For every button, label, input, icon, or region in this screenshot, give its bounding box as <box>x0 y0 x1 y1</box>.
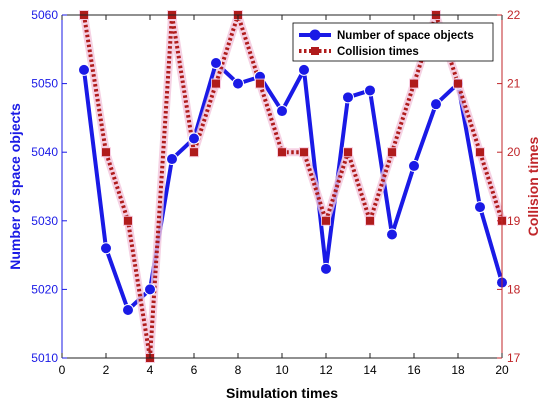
right-y-tick-label: 22 <box>507 8 521 22</box>
left-y-tick-label: 5030 <box>31 214 58 228</box>
data-point-number-of-space-objects <box>100 242 112 255</box>
data-point-number-of-space-objects <box>320 262 332 275</box>
right-y-tick-label: 18 <box>507 282 521 296</box>
x-tick-label: 4 <box>147 363 154 377</box>
x-tick-label: 10 <box>275 363 289 377</box>
data-point-number-of-space-objects <box>298 63 310 76</box>
legend-label-number-of-space-objects: Number of space objects <box>337 30 474 42</box>
x-tick-label: 8 <box>235 363 242 377</box>
data-point-number-of-space-objects <box>144 283 156 296</box>
data-point-collision-times <box>388 148 396 157</box>
data-point-collision-times <box>278 148 286 157</box>
left-y-tick-label: 5020 <box>31 282 58 296</box>
data-point-number-of-space-objects <box>210 57 222 70</box>
data-point-number-of-space-objects <box>232 77 244 90</box>
axes: 0 2 4 6 8 10 12 14 16 18 20 5010 5020 5030 5040 5050 506… <box>31 8 520 377</box>
x-tick-label: 6 <box>191 363 198 377</box>
series-halo-collision-times <box>80 11 506 362</box>
data-point-collision-times <box>300 148 308 157</box>
legend-box <box>292 22 494 62</box>
data-point-number-of-space-objects <box>188 132 200 145</box>
left-y-tick-label: 5050 <box>31 77 58 91</box>
data-point-number-of-space-objects <box>474 201 486 214</box>
data-point-collision-times <box>476 148 484 157</box>
data-point-collision-times <box>256 79 264 88</box>
data-point-collision-times <box>190 148 198 157</box>
right-y-tick-label: 20 <box>507 145 521 159</box>
x-tick-label: 12 <box>319 363 333 377</box>
data-point-number-of-space-objects <box>122 303 134 316</box>
legend: Number of space objects Collision times <box>292 22 494 62</box>
data-point-collision-times <box>102 148 110 157</box>
x-tick-label: 18 <box>451 363 465 377</box>
left-y-tick-label: 5040 <box>31 145 58 159</box>
left-y-tick-label: 5010 <box>31 351 58 365</box>
x-tick-label: 20 <box>495 363 509 377</box>
data-point-collision-times <box>212 79 220 88</box>
data-point-collision-times <box>454 79 462 88</box>
plot-area <box>78 10 508 363</box>
data-point-number-of-space-objects <box>430 98 442 111</box>
series-line-collision-times <box>82 13 504 360</box>
x-axis-title: Simulation times <box>226 385 338 401</box>
data-point-collision-times <box>344 148 352 157</box>
legend-marker-collision-times <box>311 47 319 55</box>
x-tick-label: 14 <box>363 363 377 377</box>
legend-marker-number-of-space-objects <box>309 29 321 41</box>
right-y-axis-title: Collision times <box>525 137 541 237</box>
legend-label-collision-times: Collision times <box>337 46 419 58</box>
x-tick-label: 16 <box>407 363 421 377</box>
right-y-tick-label: 17 <box>507 351 521 365</box>
left-y-axis-title: Number of space objects <box>7 103 23 270</box>
data-point-number-of-space-objects <box>408 159 420 172</box>
data-point-number-of-space-objects <box>342 91 354 104</box>
left-y-tick-label: 5060 <box>31 8 58 22</box>
data-point-number-of-space-objects <box>78 63 90 76</box>
data-point-number-of-space-objects <box>166 153 178 166</box>
data-point-collision-times <box>410 79 418 88</box>
data-point-number-of-space-objects <box>276 105 288 118</box>
x-tick-label: 0 <box>59 363 66 377</box>
data-point-collision-times <box>322 216 330 225</box>
x-tick-label: 2 <box>103 363 110 377</box>
right-y-tick-label: 21 <box>507 77 521 91</box>
right-y-tick-label: 19 <box>507 214 521 228</box>
data-point-number-of-space-objects <box>386 228 398 241</box>
data-point-collision-times <box>124 216 132 225</box>
data-point-number-of-space-objects <box>364 84 376 97</box>
data-point-collision-times <box>366 216 374 225</box>
